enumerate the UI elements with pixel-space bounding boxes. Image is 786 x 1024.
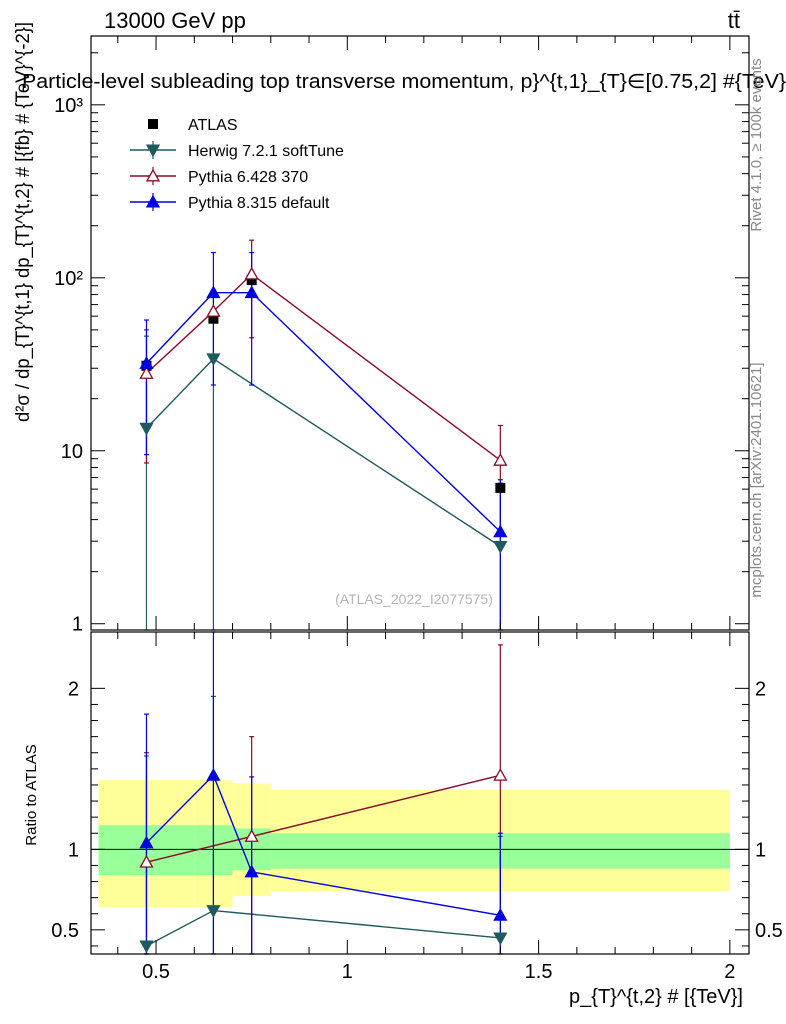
y-tick-label-ratio-2: 2 xyxy=(68,678,79,700)
mcplots-label: mcplots.cern.ch [arXiv:2401.10621] xyxy=(748,362,765,597)
point-pythia6-0 xyxy=(139,366,154,379)
y-tick-label-main-1: 1 xyxy=(72,614,83,636)
ratio-point-pythia8-1 xyxy=(206,767,221,781)
point-pythia8-0 xyxy=(139,356,154,369)
point-herwig-2 xyxy=(493,540,508,554)
y-tick-label-ratio-right-0.5: 0.5 xyxy=(755,920,783,942)
point-atlas-1 xyxy=(208,313,219,324)
main-y-axis-label: d²σ / dp_{T}^{t,1} dp_{T}^{t,2} # [{fb} … xyxy=(13,22,34,422)
y-tick-label-ratio-1: 1 xyxy=(68,839,79,861)
legend-label-pythia6: Pythia 6.428 370 xyxy=(188,169,308,186)
point-pythia6-2 xyxy=(244,266,259,280)
ratio-point-pythia8-0 xyxy=(139,835,154,849)
point-pythia8-1 xyxy=(206,285,221,299)
legend-label-atlas: ATLAS xyxy=(188,117,238,134)
legend-marker-herwig xyxy=(145,144,161,158)
header-left-label: 13000 GeV pp xyxy=(104,8,246,33)
point-pythia8-3 xyxy=(493,524,508,538)
legend-marker-pythia6 xyxy=(145,168,161,182)
ratio-point-pythia6-0 xyxy=(139,854,154,868)
watermark-label: (ATLAS_2022_I2077575) xyxy=(335,591,493,607)
point-herwig-0 xyxy=(139,422,154,436)
x-tick-label-1: 1 xyxy=(342,961,353,983)
header-right-label: tt̄ xyxy=(728,8,740,33)
ratio-point-pythia6-1 xyxy=(244,829,259,842)
line-herwig xyxy=(145,357,501,547)
rivet-version-label: Rivet 4.1.0, ≥ 100k events xyxy=(748,58,765,231)
ratio-point-pythia6-2 xyxy=(493,767,508,781)
x-tick-label-2: 2 xyxy=(724,961,735,983)
line-pythia8 xyxy=(145,292,501,533)
point-pythia8-2 xyxy=(244,285,259,299)
point-pythia6-1 xyxy=(206,303,221,317)
ratio-point-pythia8-3 xyxy=(493,908,508,921)
main-title: Particle-level subleading top transverse… xyxy=(22,71,786,93)
x-tick-label-1.5: 1.5 xyxy=(525,961,553,983)
point-herwig-1 xyxy=(206,353,221,367)
legend-marker-atlas xyxy=(148,119,158,129)
y-tick-label-main-1000: 10³ xyxy=(54,95,83,117)
main-frame xyxy=(90,35,750,631)
x-axis-label: p_{T}^{t,2} # [{TeV}] xyxy=(569,986,743,1008)
y-tick-label-ratio-0.5: 0.5 xyxy=(51,920,79,942)
point-atlas-2 xyxy=(246,275,257,286)
errorbar-pythia8-3 xyxy=(497,479,503,631)
y-tick-label-main-100: 10² xyxy=(54,268,83,290)
ratio-line-herwig xyxy=(146,909,501,947)
y-tick-label-main-10: 10 xyxy=(61,441,83,463)
y-tick-label-ratio-right-1: 1 xyxy=(755,839,766,861)
ratio-point-pythia8-2 xyxy=(244,864,259,878)
ratio-frame xyxy=(90,631,750,955)
legend-marker-pythia8 xyxy=(145,194,161,208)
legend: ATLAS Herwig 7.2.1 softTune Pythia 6.428 3… xyxy=(130,117,344,212)
point-atlas-3 xyxy=(495,482,506,493)
ratio-point-herwig-1 xyxy=(206,905,221,918)
ratio-point-herwig-0 xyxy=(139,940,154,954)
main-panel: 1 10 10² 10³ (ATLAS_2022_I2077575) Particle… xyxy=(13,22,786,636)
legend-label-herwig: Herwig 7.2.1 softTune xyxy=(188,143,344,160)
x-tick-label-0.5: 0.5 xyxy=(142,961,170,983)
ratio-point-herwig-2 xyxy=(493,932,508,946)
ratio-panel: 0.5 0.5 1 1 2 2 0.5 1 1.5 2 Ratio to ATLAS p_{T}^… xyxy=(23,631,783,1008)
legend-label-pythia8: Pythia 8.315 default xyxy=(188,195,330,212)
y-tick-label-ratio-right-2: 2 xyxy=(755,678,766,700)
ratio-line-pythia8 xyxy=(145,774,501,917)
point-pythia6-3 xyxy=(493,453,508,466)
ratio-y-axis-label: Ratio to ATLAS xyxy=(23,744,40,845)
line-pythia6 xyxy=(145,273,501,461)
